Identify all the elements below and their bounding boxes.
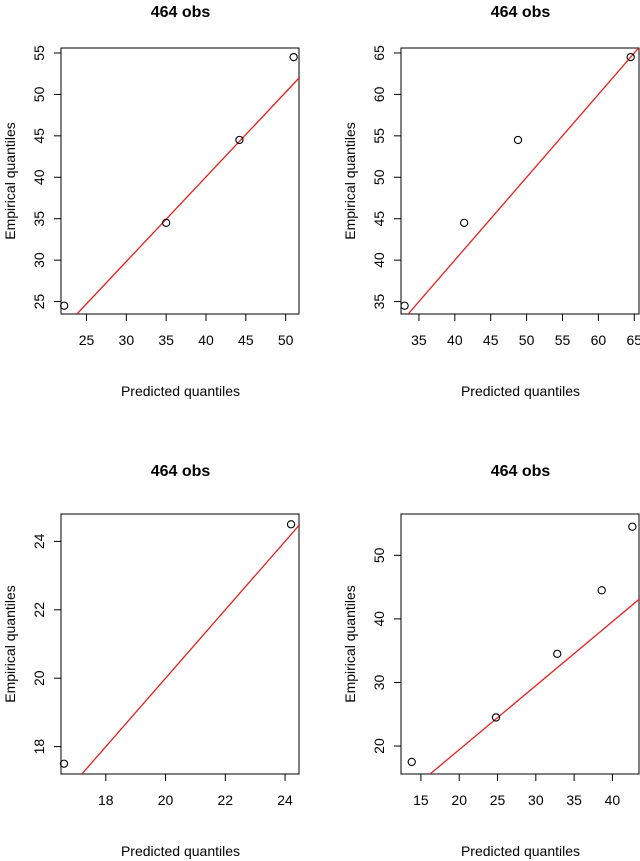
qq-panel-top-left: 464 obs 25 30 35 40 45 50 25 30 35 40 45 50 55 Predict… — [2, 4, 300, 399]
y-tick-label: 30 — [31, 252, 47, 268]
plot-title: 464 obs — [491, 463, 551, 480]
x-tick-label: 45 — [238, 332, 254, 348]
y-tick-label: 30 — [371, 674, 387, 690]
x-tick-label: 45 — [483, 332, 499, 348]
plot-title: 464 obs — [151, 4, 211, 21]
reference-line — [81, 523, 300, 774]
y-tick-label: 24 — [31, 533, 47, 549]
qq-panel-top-right: 464 obs 35 40 45 50 55 60 65 35 40 45 50 55 60 65 Predi… — [342, 4, 640, 399]
x-tick-label: 35 — [411, 332, 427, 348]
y-tick-label: 50 — [371, 169, 387, 185]
y-tick-label: 22 — [31, 602, 47, 618]
reference-line — [407, 48, 640, 314]
data-point — [235, 135, 244, 145]
reference-line — [429, 598, 640, 774]
x-axis-label: Predicted quantiles — [461, 383, 580, 399]
x-tick-label: 65 — [626, 332, 640, 348]
y-tick-label: 18 — [31, 739, 47, 755]
x-axis-label: Predicted quantiles — [121, 383, 240, 399]
y-tick-label: 35 — [371, 294, 387, 310]
y-tick-label: 25 — [31, 294, 47, 310]
x-tick-label: 30 — [528, 792, 544, 808]
x-tick-label: 30 — [119, 332, 135, 348]
data-point — [626, 52, 635, 62]
y-tick-label: 35 — [31, 211, 47, 227]
x-tick-label: 40 — [605, 792, 621, 808]
plot-title: 464 obs — [151, 463, 211, 480]
data-point — [60, 301, 69, 310]
x-tick-label: 20 — [158, 792, 174, 808]
y-tick-label: 40 — [371, 252, 387, 268]
data-point — [513, 135, 523, 145]
data-point — [162, 218, 171, 227]
plot-title: 464 obs — [491, 4, 551, 21]
data-point — [460, 218, 469, 227]
qq-panel-bottom-left: 464 obs 18 20 22 24 18 20 22 24 Predicted quantil… — [2, 463, 300, 859]
y-axis-label: Empirical quantiles — [342, 585, 358, 703]
y-tick-label: 50 — [31, 86, 47, 102]
data-point — [289, 52, 298, 62]
y-axis-label: Empirical quantiles — [2, 585, 18, 703]
x-tick-label: 25 — [79, 332, 95, 348]
y-tick-label: 45 — [31, 128, 47, 144]
x-tick-label: 50 — [278, 332, 294, 348]
y-tick-label: 45 — [371, 211, 387, 227]
x-tick-label: 35 — [158, 332, 174, 348]
plot-frame — [400, 513, 640, 775]
y-tick-label: 55 — [371, 128, 387, 144]
x-tick-label: 50 — [519, 332, 535, 348]
x-tick-label: 55 — [555, 332, 571, 348]
x-tick-label: 35 — [566, 792, 582, 808]
x-tick-label: 25 — [490, 792, 506, 808]
x-axis-label: Predicted quantiles — [461, 843, 580, 859]
y-tick-label: 55 — [31, 45, 47, 61]
y-tick-label: 40 — [31, 169, 47, 185]
y-axis-label: Empirical quantiles — [342, 122, 358, 240]
y-tick-label: 60 — [371, 86, 387, 102]
x-tick-label: 22 — [218, 792, 234, 808]
plot-frame — [400, 47, 640, 315]
y-tick-label: 40 — [371, 611, 387, 627]
data-point — [491, 713, 501, 722]
x-tick-label: 24 — [277, 792, 293, 808]
y-axis-label: Empirical quantiles — [2, 122, 18, 240]
data-point — [400, 301, 409, 310]
y-tick-label: 50 — [371, 547, 387, 563]
data-point — [597, 586, 606, 595]
x-tick-label: 20 — [451, 792, 467, 808]
data-point — [59, 759, 69, 768]
x-tick-label: 60 — [591, 332, 607, 348]
y-tick-label: 65 — [371, 45, 387, 61]
plot-frame — [60, 47, 300, 315]
y-tick-label: 20 — [31, 670, 47, 686]
data-point — [628, 522, 637, 531]
y-tick-label: 20 — [371, 738, 387, 754]
plot-frame — [60, 513, 300, 775]
x-axis-label: Predicted quantiles — [121, 843, 240, 859]
data-point — [553, 649, 562, 659]
data-point — [286, 520, 296, 529]
qq-panel-bottom-right: 464 obs 15 20 25 30 35 40 20 30 40 50 Predicted qua… — [342, 463, 640, 859]
reference-line — [76, 76, 300, 314]
x-tick-label: 18 — [98, 792, 114, 808]
x-tick-label: 40 — [447, 332, 463, 348]
data-point — [407, 757, 416, 767]
x-tick-label: 40 — [198, 332, 214, 348]
x-tick-label: 15 — [413, 792, 429, 808]
